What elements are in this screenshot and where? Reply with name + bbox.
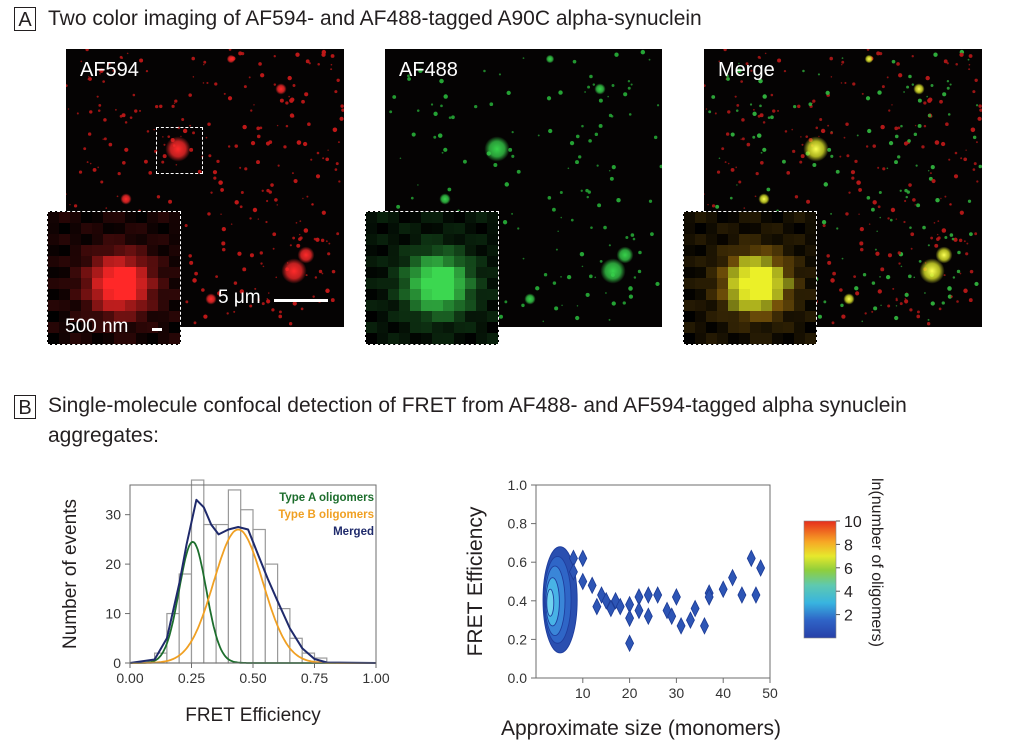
contour-point [592, 597, 602, 616]
x-tick-label: 0.00 [116, 670, 143, 686]
y-tick-label: 0.6 [508, 554, 528, 570]
region-of-interest-box [156, 127, 203, 174]
x-tick-label: 40 [715, 685, 731, 701]
contour-point [676, 616, 686, 635]
legend-entry: Type A oligomers [279, 492, 374, 504]
contour-point [704, 588, 714, 606]
contour-point [700, 616, 709, 635]
legend-entry: Merged [333, 526, 374, 538]
colorbar-label: ln(number of oligomers) [868, 478, 885, 647]
colorbar-tick-label: 10 [844, 514, 862, 531]
histogram-bar [252, 528, 266, 664]
y-tick-label: 0.2 [508, 631, 528, 647]
contour-point [601, 591, 611, 610]
y-tick-label: 0 [113, 655, 121, 671]
contour-point [737, 586, 747, 604]
contour-point [643, 607, 653, 626]
fret-size-contour-chart: 10 20 30 40 50 0.0 0.2 0.4 0.6 0.8 1.0 Approximate … [464, 477, 885, 740]
x-axis-label: FRET Efficiency [185, 705, 321, 726]
y-tick-label: 0.8 [508, 516, 528, 532]
y-tick-label: 20 [105, 556, 121, 572]
legend-entry: Type B oligomers [278, 509, 374, 521]
x-tick-label: 30 [669, 685, 685, 701]
af594-zoom [48, 212, 180, 344]
contour-point [568, 562, 578, 581]
colorbar-tick-label: 4 [844, 584, 853, 601]
scalebar-500nm-label: 500 nm [65, 316, 129, 337]
x-tick-label: 0.25 [178, 670, 205, 686]
af594-inset: 500 nm [47, 211, 181, 345]
contour-point [643, 586, 653, 604]
x-tick-label: 50 [762, 685, 778, 701]
contour-point [625, 634, 635, 653]
contour-point [615, 597, 625, 616]
histogram-bar [227, 489, 242, 664]
y-axis-label: FRET Efficiency [464, 506, 487, 656]
y-tick-label: 0.4 [508, 593, 528, 609]
merge-inset [683, 211, 817, 345]
x-axis-label: Approximate size (monomers) [501, 717, 781, 740]
colorbar-tick-label: 6 [844, 561, 853, 578]
af594-label: AF594 [80, 59, 139, 81]
y-tick-label: 0.0 [508, 670, 528, 686]
merge-label: Merge [718, 59, 775, 81]
contour-point [587, 576, 597, 595]
panel-b-title-line2: aggregates: [48, 424, 159, 447]
af488-inset [365, 211, 499, 345]
contour-point [667, 607, 677, 626]
contour-point [606, 599, 616, 618]
contour-point [690, 599, 700, 618]
x-tick-label: 1.00 [362, 670, 389, 686]
contour-point [751, 586, 761, 604]
panel-letter-b: B [14, 395, 36, 419]
contour-point [718, 580, 728, 599]
contour-point [634, 601, 644, 620]
y-tick-label: 10 [105, 606, 121, 622]
merge-zoom [684, 212, 816, 344]
scalebar-500nm [152, 328, 162, 331]
contour-point [746, 549, 756, 568]
af488-micrograph [385, 49, 662, 323]
af488-zoom [366, 212, 498, 344]
panel-a-title: Two color imaging of AF594- and AF488-ta… [48, 7, 702, 30]
contour-point [685, 611, 695, 629]
y-tick-label: 30 [105, 507, 121, 523]
x-tick-label: 0.50 [239, 670, 266, 686]
x-tick-label: 10 [575, 685, 591, 701]
contour-point [578, 572, 588, 591]
colorbar [803, 520, 837, 639]
y-tick-label: 1.0 [508, 477, 528, 493]
contour-point [653, 586, 663, 604]
fret-histogram-chart: 0.00 0.25 0.50 0.75 1.00 0 10 20 30 FRET Efficien… [60, 479, 390, 726]
colorbar-tick-label: 8 [844, 537, 853, 554]
scalebar-5um-label: 5 μm [218, 287, 261, 308]
x-tick-label: 20 [622, 685, 638, 701]
contour-point [578, 549, 588, 568]
colorbar-tick-label: 2 [844, 608, 853, 625]
contour-point [728, 568, 738, 587]
af488-label: AF488 [399, 59, 458, 81]
merged-fit-line [129, 498, 377, 664]
scalebar-5um [274, 299, 328, 302]
x-tick-label: 0.75 [301, 670, 328, 686]
contour-point [625, 609, 635, 628]
panel-letter-a: A [14, 7, 36, 31]
y-axis-label: Number of events [60, 499, 81, 649]
panel-b-title-line1: Single-molecule confocal detection of FR… [48, 394, 907, 417]
histogram-bar [190, 479, 205, 664]
contour-dense-region [542, 546, 578, 654]
contour-point [756, 559, 766, 577]
contour-point [671, 588, 681, 606]
